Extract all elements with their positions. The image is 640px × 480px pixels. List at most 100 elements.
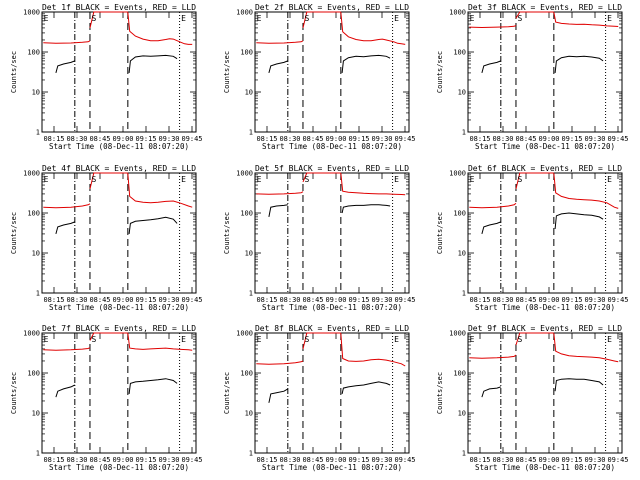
x-tick-label: 09:30 xyxy=(158,456,179,464)
end-marker: E xyxy=(257,14,262,23)
lld-series-line xyxy=(340,172,406,196)
chart-panel-8: Det 8f BLACK = Events, RED = LLD 1 10 100 10… xyxy=(223,324,416,472)
x-tick-label: 08:45 xyxy=(89,456,110,464)
x-tick-label: 08:15 xyxy=(256,135,277,143)
x-tick-label: 08:30 xyxy=(66,296,87,304)
y-tick-label: 1000 xyxy=(236,170,253,178)
chart-title: Det 8f BLACK = Events, RED = LLD xyxy=(255,324,409,333)
x-tick-label: 09:00 xyxy=(538,296,559,304)
y-tick-label: 1000 xyxy=(23,170,40,178)
chart-panel-5: Det 5f BLACK = Events, RED = LLD 1 10 100 10… xyxy=(223,164,416,312)
x-tick-label: 09:30 xyxy=(584,135,605,143)
start-marker: S xyxy=(518,14,523,23)
lld-series-line xyxy=(302,172,341,183)
x-tick-label: 08:15 xyxy=(43,456,64,464)
y-tick-label: 1000 xyxy=(449,170,466,178)
lld-series-line xyxy=(256,40,304,44)
x-axis-label: Start Time (08-Dec-11 08:07:20) xyxy=(475,142,615,151)
x-tick-label: 08:15 xyxy=(256,296,277,304)
y-tick-label: 10 xyxy=(245,410,253,418)
y-tick-label: 1000 xyxy=(23,330,40,338)
x-tick-label: 09:45 xyxy=(181,296,202,304)
end-marker: E xyxy=(394,175,399,184)
x-tick-label: 09:15 xyxy=(348,135,369,143)
x-tick-label: 08:45 xyxy=(515,135,536,143)
x-tick-label: 08:15 xyxy=(469,296,490,304)
end-marker: E xyxy=(181,14,186,23)
events-series-line xyxy=(55,221,75,235)
y-axis-label: Counts/sec xyxy=(10,372,18,414)
end-marker: E xyxy=(181,175,186,184)
events-series-line xyxy=(268,204,288,217)
x-tick-label: 08:30 xyxy=(279,456,300,464)
chart-title: Det 6f BLACK = Events, RED = LLD xyxy=(468,164,622,173)
y-tick-label: 1000 xyxy=(236,9,253,17)
y-axis-label: Counts/sec xyxy=(10,212,18,254)
x-tick-label: 09:45 xyxy=(181,456,202,464)
end-marker: E xyxy=(470,175,475,184)
chart-panel-2: Det 2f BLACK = Events, RED = LLD 1 10 100 10… xyxy=(223,3,416,151)
y-tick-label: 100 xyxy=(240,49,253,57)
y-tick-label: 100 xyxy=(27,210,40,218)
x-tick-label: 08:15 xyxy=(469,135,490,143)
x-tick-label: 09:15 xyxy=(348,296,369,304)
start-marker: S xyxy=(305,335,310,344)
plot-frame xyxy=(41,332,197,454)
y-tick-label: 1 xyxy=(249,129,253,137)
x-tick-label: 09:45 xyxy=(607,456,628,464)
chart-panel-3: Det 3f BLACK = Events, RED = LLD 1 10 100 10… xyxy=(436,3,629,151)
x-tick-label: 09:30 xyxy=(371,296,392,304)
y-tick-label: 10 xyxy=(32,89,40,97)
chart-title: Det 9f BLACK = Events, RED = LLD xyxy=(468,324,622,333)
x-tick-label: 09:30 xyxy=(158,296,179,304)
end-marker: E xyxy=(607,14,612,23)
y-axis-label: Counts/sec xyxy=(436,51,444,93)
x-axis-label: Start Time (08-Dec-11 08:07:20) xyxy=(49,303,189,312)
x-tick-label: 08:15 xyxy=(43,135,64,143)
x-tick-label: 09:45 xyxy=(394,135,415,143)
lld-series-line xyxy=(302,11,341,29)
x-tick-label: 09:45 xyxy=(607,135,628,143)
lld-series-line xyxy=(43,347,91,351)
plot-frame xyxy=(254,11,410,133)
events-series-line xyxy=(268,388,289,403)
plot-frame xyxy=(467,332,623,454)
end-marker: E xyxy=(181,335,186,344)
x-axis-label: Start Time (08-Dec-11 08:07:20) xyxy=(475,463,615,472)
x-tick-label: 09:15 xyxy=(561,296,582,304)
y-axis-label: Counts/sec xyxy=(223,212,231,254)
x-tick-label: 09:15 xyxy=(348,456,369,464)
plot-frame xyxy=(467,172,623,294)
lld-series-line xyxy=(469,354,517,359)
x-axis-label: Start Time (08-Dec-11 08:07:20) xyxy=(262,463,402,472)
events-series-line xyxy=(554,212,604,229)
x-tick-label: 09:00 xyxy=(325,456,346,464)
x-tick-label: 09:00 xyxy=(112,456,133,464)
x-tick-label: 08:30 xyxy=(492,135,513,143)
chart-panel-6: Det 6f BLACK = Events, RED = LLD 1 10 100 10… xyxy=(436,164,629,312)
lld-series-line xyxy=(127,11,193,45)
x-tick-label: 09:15 xyxy=(135,456,156,464)
events-series-line xyxy=(341,381,391,395)
start-marker: S xyxy=(305,175,310,184)
end-marker: E xyxy=(44,14,49,23)
start-marker: S xyxy=(518,175,523,184)
x-tick-label: 09:15 xyxy=(135,135,156,143)
y-tick-label: 100 xyxy=(453,49,466,57)
end-marker: E xyxy=(607,175,612,184)
x-tick-label: 09:45 xyxy=(394,456,415,464)
x-tick-label: 09:45 xyxy=(181,135,202,143)
lld-series-line xyxy=(256,360,304,365)
x-tick-label: 09:15 xyxy=(561,135,582,143)
x-axis-label: Start Time (08-Dec-11 08:07:20) xyxy=(49,142,189,151)
x-tick-label: 08:30 xyxy=(66,456,87,464)
y-tick-label: 10 xyxy=(458,410,466,418)
y-tick-label: 10 xyxy=(245,250,253,258)
chart-panel-9: Det 9f BLACK = Events, RED = LLD 1 10 100 10… xyxy=(436,324,629,472)
x-tick-label: 09:45 xyxy=(394,296,415,304)
y-tick-label: 1 xyxy=(462,129,466,137)
lld-series-line xyxy=(89,11,128,29)
events-series-line xyxy=(554,55,604,73)
events-series-line xyxy=(128,216,178,234)
